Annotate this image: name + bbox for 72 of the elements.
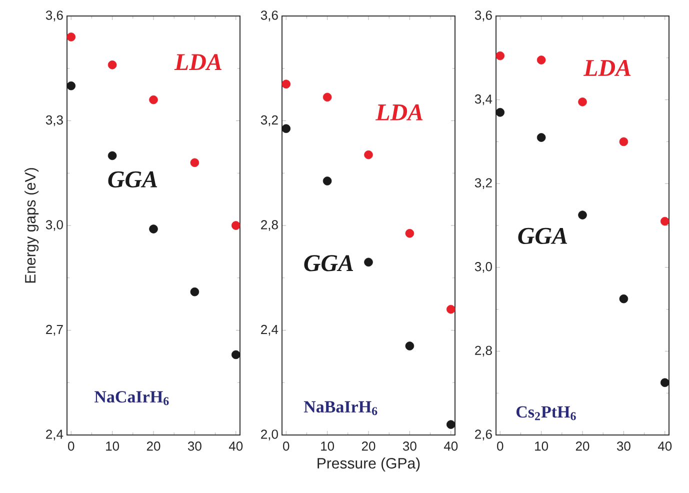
y-tick-label: 3,6 (46, 10, 63, 22)
point (66, 32, 76, 42)
x-tick-label: 30 (616, 442, 630, 451)
series-label: GGA (518, 228, 568, 244)
x-tick-label: 40 (658, 442, 672, 451)
y-tick-label: 2,0 (261, 430, 278, 440)
y-tick-label: 3,0 (474, 262, 492, 273)
y-tick-label: 2,7 (46, 324, 63, 336)
x-tick-label: 20 (576, 442, 590, 451)
y-tick-label: 3,0 (46, 220, 63, 231)
point (190, 287, 200, 296)
point (446, 304, 456, 314)
point (66, 81, 76, 90)
series-label: LDA (174, 54, 222, 70)
y-tick-label: 2,4 (261, 324, 278, 336)
point (578, 210, 587, 220)
x-tick-label: 10 (535, 442, 548, 451)
y-tick-label: 2,6 (475, 430, 492, 440)
point (364, 258, 373, 267)
x-tick-label: 10 (106, 442, 120, 451)
x-axis-title: Pressure (GPa) (318, 458, 420, 472)
y-tick-label: 2,8 (261, 220, 278, 231)
y-tick-label: 3,6 (260, 10, 278, 22)
point (405, 342, 414, 350)
point (231, 350, 240, 360)
point (660, 216, 670, 226)
point (536, 133, 546, 142)
text: NaCaIrH$_{6}$ (94, 391, 169, 406)
x-tick-label: 20 (362, 442, 376, 451)
point (322, 176, 332, 186)
point (108, 151, 117, 160)
x-tick-label: 0 (68, 442, 74, 451)
y-tick-label: 3,3 (46, 115, 63, 126)
point (446, 420, 456, 429)
y-tick-label: 3,2 (260, 115, 278, 126)
text: Cs$_{2}$PtH$_{6}$ (516, 406, 576, 420)
y-tick-label: 2,4 (46, 430, 64, 440)
series-label: LDA (375, 104, 423, 120)
point (496, 108, 505, 117)
x-tick-label: 40 (444, 442, 458, 451)
series-label: LDA (583, 60, 631, 76)
text: NaBaIrH$_{6}$ (304, 401, 378, 416)
x-tick-label: 10 (321, 442, 334, 451)
point (282, 124, 291, 133)
series-label: GGA (108, 171, 158, 188)
point (149, 95, 158, 104)
y-tick-label: 3,2 (474, 178, 492, 189)
point (190, 158, 200, 168)
point (619, 294, 628, 304)
point (578, 97, 587, 106)
x-tick-label: 40 (228, 442, 243, 451)
x-tick-label: 0 (497, 442, 504, 451)
point (282, 80, 291, 88)
point (496, 51, 505, 60)
x-tick-label: 20 (146, 442, 160, 451)
point (660, 378, 670, 388)
point (149, 224, 158, 234)
x-tick-label: 0 (283, 442, 290, 451)
point (364, 150, 373, 160)
y-tick-label: 3,6 (474, 10, 492, 22)
x-tick-label: 30 (188, 442, 202, 451)
series-label: GGA (304, 255, 354, 272)
point (108, 60, 117, 70)
x-tick-label: 30 (402, 442, 416, 451)
point (619, 137, 628, 146)
y-tick-label: 2,8 (475, 346, 492, 357)
point (322, 92, 332, 102)
point (405, 228, 414, 238)
point (536, 56, 546, 64)
y-axis-title: Energy gaps (eV) (24, 168, 39, 283)
point (231, 221, 240, 230)
y-tick-label: 3,4 (474, 94, 492, 106)
